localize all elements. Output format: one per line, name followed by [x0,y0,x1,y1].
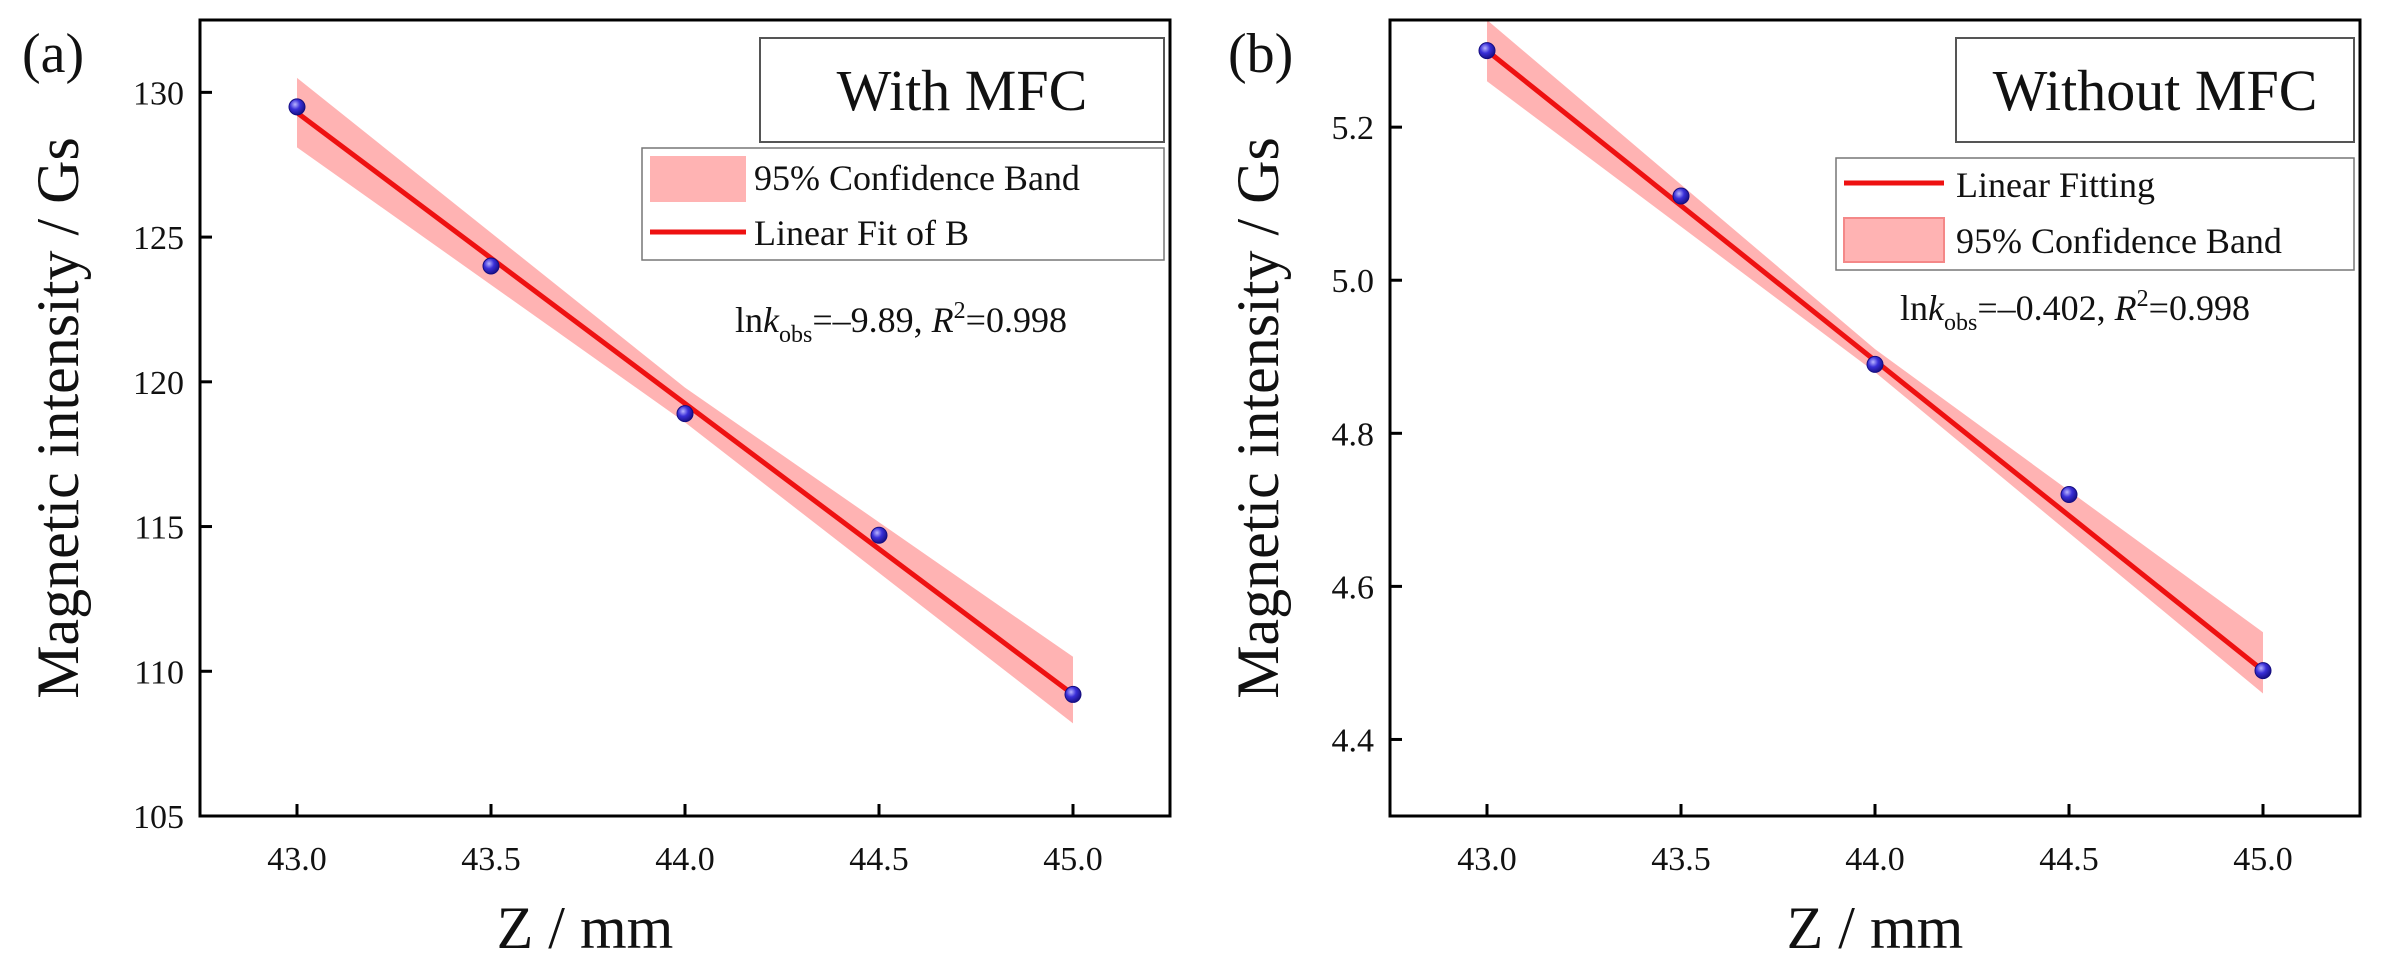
panel-a-data-point [676,405,694,423]
panel-b-y-tick-label: 5.0 [1332,263,1375,300]
panel-a-x-tick-label: 43.5 [461,841,521,878]
panel-a-y-tick-label: 125 [133,220,184,257]
panel-a-points-layer [288,98,1082,703]
panel-b-x-tick-label: 44.5 [2039,841,2099,878]
panel-b-legend-fit-label: Linear Fitting [1956,165,2155,205]
panel-b-title-box [1955,37,2355,143]
panel-a-legend-band-swatch [650,156,746,202]
panel-a-y-tick-label: 110 [134,654,184,691]
panel-a-y-ticks: 105 110 115 120 125 130 [133,75,212,836]
panel-a-title: With MFC [837,58,1088,123]
panel-a-y-tick-label: 130 [133,75,184,112]
panel-a-x-tick-label: 45.0 [1043,841,1103,878]
panel-a-legend-band-label: 95% Confidence Band [754,158,1080,198]
panel-b-data-point [1866,355,1884,373]
panel-a-title-box [759,37,1165,143]
panel-a-fit-layer [295,110,1075,697]
panel-a-fit-line [295,110,1075,697]
panel-a-data-point [482,257,500,275]
panel-b-y-tick-label: 4.4 [1332,722,1375,759]
panel-b-x-tick-label: 43.0 [1457,841,1517,878]
panel-a-x-tick-label: 44.0 [655,841,715,878]
panel-b-legend-band-label: 95% Confidence Band [1956,221,2282,261]
panel-b: (b) 43.0 43.5 44.0 44.5 45.0 4.4 4.6 4.8 5.0 5.2… [1225,18,2362,961]
panel-b-label: (b) [1228,23,1293,85]
panel-b-x-tick-label: 45.0 [2233,841,2293,878]
panel-a-x-tick-label: 44.5 [849,841,909,878]
panel-a-data-point [870,526,888,544]
panel-b-data-point [2060,486,2078,504]
panel-b-points-layer [1478,42,2272,680]
panel-a-data-point [288,98,306,116]
panel-a-data-point [1064,685,1082,703]
panel-b-y-ticks: 4.4 4.6 4.8 5.0 5.2 [1332,110,1402,759]
panel-b-stat-annotation: lnkobs=–0.402, R2=0.998 [1900,286,2250,336]
panel-b-x-ticks: 43.0 43.5 44.0 44.5 45.0 [1457,804,2293,878]
panel-b-x-tick-label: 44.0 [1845,841,1905,878]
panel-a-stat-annotation: lnkobs=–9.89, R2=0.998 [735,298,1067,348]
panel-a-y-tick-label: 120 [133,365,184,402]
panel-a-legend-fit-label: Linear Fit of B [754,213,969,253]
panel-b-data-point [1478,42,1496,60]
panel-a-y-tick-label: 115 [134,510,184,547]
panel-b-x-axis-title: Z / mm [1787,895,1964,961]
panel-a-x-ticks: 43.0 43.5 44.0 44.5 45.0 [267,804,1103,878]
panel-b-title: Without MFC [1993,58,2318,123]
panel-a-x-tick-label: 43.0 [267,841,327,878]
panel-b-legend-band-swatch [1843,217,1945,263]
panel-b-y-tick-label: 5.2 [1332,110,1375,147]
panel-b-data-point [1672,187,1690,205]
panel-a-y-axis-title: Magnetic intensity / Gs [25,137,91,699]
panel-b-data-point [2254,662,2272,680]
panel-b-x-tick-label: 43.5 [1651,841,1711,878]
panel-b-y-axis-title: Magnetic intensity / Gs [1225,137,1291,699]
panel-a-legend: 95% Confidence Band Linear Fit of B [641,147,1165,261]
panel-b-y-tick-label: 4.6 [1332,569,1375,606]
panel-a-label: (a) [22,23,84,85]
panel-a-y-tick-label: 105 [133,799,184,836]
panel-a-x-axis-title: Z / mm [497,895,674,961]
panel-b-y-tick-label: 4.8 [1332,416,1375,453]
panel-b-legend: Linear Fitting 95% Confidence Band [1835,157,2355,271]
panel-a: (a) 43.0 43.5 44.0 44.5 45.0 105 110 115 120 125… [22,18,1172,961]
